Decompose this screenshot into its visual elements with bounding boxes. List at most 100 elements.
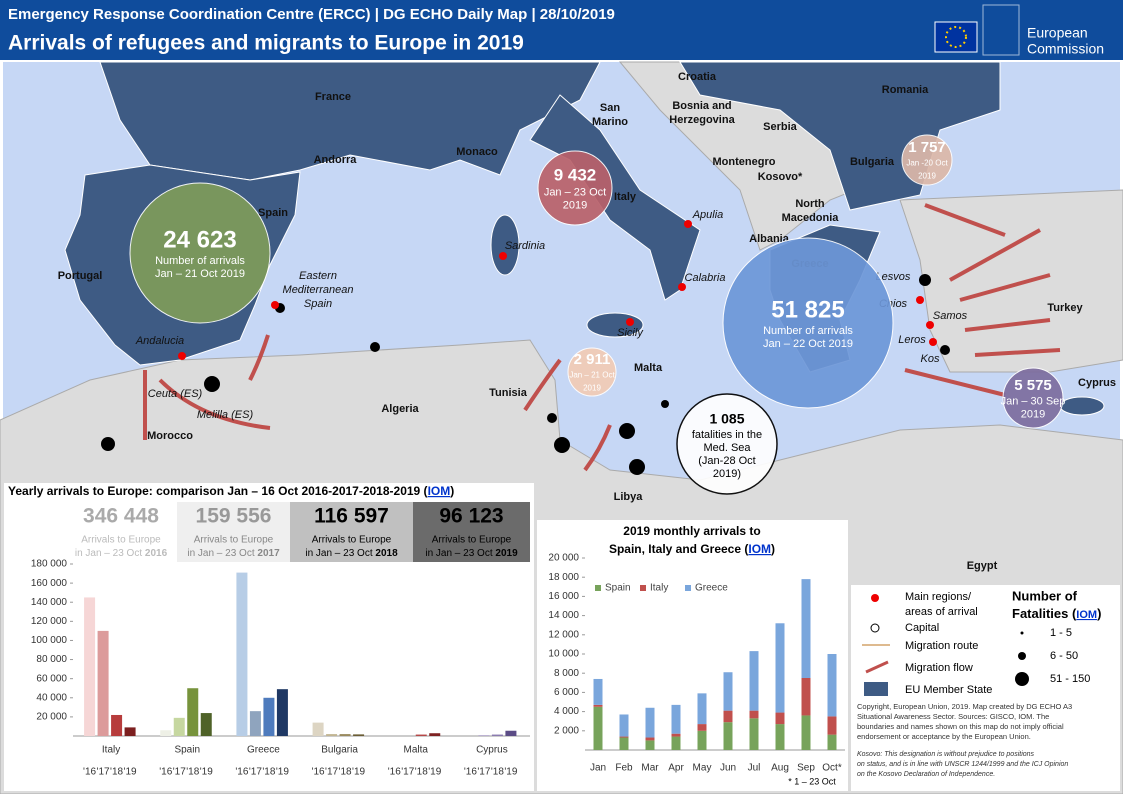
country-label: Macedonia — [782, 212, 840, 224]
copyright: endorsement or acceptance by the Europea… — [857, 732, 1031, 741]
bar — [200, 713, 212, 736]
y-tick-label: 16 000 — [548, 591, 579, 602]
x-tick-label: May — [693, 763, 712, 774]
x-tick-label: Sep — [797, 763, 815, 774]
total-period: in Jan – 23 Oct 2017 — [187, 548, 280, 559]
y-tick-label: 12 000 — [548, 629, 579, 640]
country-label: Tunisia — [489, 387, 528, 399]
year-label: '16 — [235, 767, 248, 778]
country-label: Algeria — [381, 403, 419, 415]
y-tick-label: 14 000 — [548, 610, 579, 621]
source-link[interactable]: IOM — [1076, 609, 1097, 621]
bubble-text: Number of arrivals — [155, 255, 245, 267]
year-label: '16 — [83, 767, 96, 778]
migration-flows — [143, 203, 1061, 472]
logo-line: European — [1027, 25, 1088, 41]
year-label: '19 — [428, 767, 441, 778]
total-label: Arrivals to Europe — [194, 535, 274, 546]
bar-segment — [723, 710, 733, 723]
legend-size-label: 6 - 50 — [1050, 650, 1078, 662]
country-label: Marino — [592, 116, 628, 128]
year-label: '17 — [401, 767, 414, 778]
bar — [124, 727, 136, 736]
bar — [478, 735, 490, 736]
bar — [326, 734, 338, 736]
bar-segment — [749, 710, 759, 719]
arrival-point — [916, 296, 924, 304]
country-label: Morocco — [147, 430, 193, 442]
year-label: '17 — [97, 767, 110, 778]
ec-building — [982, 4, 1020, 56]
bar-segment — [645, 707, 655, 738]
monthly-note: * 1 – 23 Oct — [788, 776, 836, 786]
arrival-bubble — [537, 150, 613, 226]
bar — [415, 734, 427, 736]
bar — [339, 734, 351, 736]
bar — [312, 722, 324, 736]
source-link[interactable]: IOM — [428, 484, 451, 498]
bubble-text: Jan – 30 Sep — [1001, 395, 1066, 407]
bar — [160, 730, 172, 736]
bar-segment — [775, 724, 785, 750]
flow-arrow — [949, 228, 1041, 282]
fatality-dots — [101, 274, 950, 475]
fatality-dot — [661, 400, 669, 408]
legend-size-icon — [1018, 652, 1026, 660]
year-label: '16 — [312, 767, 325, 778]
country-label: France — [315, 91, 351, 103]
arrival-point — [678, 283, 686, 291]
bar — [491, 734, 503, 736]
bubble-text: (Jan-28 Oct — [698, 455, 755, 467]
bubble-text: Med. Sea — [703, 442, 751, 454]
bubble-value: 1 757 — [908, 139, 946, 156]
total-period: in Jan – 23 Oct 2016 — [75, 548, 168, 559]
bar-segment — [827, 716, 837, 735]
bar-segment — [593, 678, 603, 705]
bubble-text: Jan – 22 Oct 2019 — [763, 338, 853, 350]
country-label: Bosnia and — [672, 100, 731, 112]
bubble-text: Jan – 21 Oct — [569, 371, 615, 380]
y-tick-label: 80 000 — [36, 654, 67, 665]
bar-segment — [723, 722, 733, 750]
fatality-dot — [101, 437, 115, 451]
copyright: Copyright, European Union, 2019. Map cre… — [857, 702, 1072, 711]
bar-segment — [593, 704, 603, 707]
fatality-dot — [547, 413, 557, 423]
region-label: Sardinia — [505, 240, 545, 252]
bar — [97, 630, 109, 736]
year-label: '19 — [504, 767, 517, 778]
country-label: Portugal — [58, 270, 103, 282]
legend-swatch — [685, 585, 691, 591]
total-value: 159 556 — [196, 505, 272, 528]
fatality-dot — [370, 342, 380, 352]
x-tick-label: Jun — [720, 763, 736, 774]
total-box — [65, 502, 177, 562]
country-label: Andorra — [314, 154, 358, 166]
country-label: Bulgaria — [850, 156, 895, 168]
country-label: North — [795, 198, 825, 210]
arrival-point — [626, 318, 634, 326]
legend-size-icon — [1015, 672, 1029, 686]
bar — [429, 733, 441, 736]
bar — [236, 572, 248, 736]
turkey — [899, 189, 1123, 373]
flow-arrow — [964, 318, 1051, 332]
y-tick-label: 60 000 — [36, 673, 67, 684]
fatalities-title: Fatalities (IOM) — [1012, 606, 1101, 621]
bar-segment — [697, 693, 707, 725]
legend-swatch — [640, 585, 646, 591]
legend-eu-icon — [864, 682, 888, 696]
bar-segment — [671, 704, 681, 734]
total-value: 116 597 — [314, 505, 389, 528]
arrival-point — [499, 252, 507, 260]
y-tick-label: 10 000 — [548, 649, 579, 660]
legend-item: Migration flow — [905, 662, 973, 674]
source-link[interactable]: IOM — [748, 542, 771, 556]
total-period: in Jan – 23 Oct 2018 — [305, 548, 398, 559]
bar-segment — [723, 672, 733, 711]
y-tick-label: 20 000 — [36, 712, 67, 723]
y-tick-label: 8 000 — [554, 668, 579, 679]
x-tick-label: Aug — [771, 763, 789, 774]
country-label: Egypt — [967, 560, 998, 572]
arrival-point — [684, 220, 692, 228]
